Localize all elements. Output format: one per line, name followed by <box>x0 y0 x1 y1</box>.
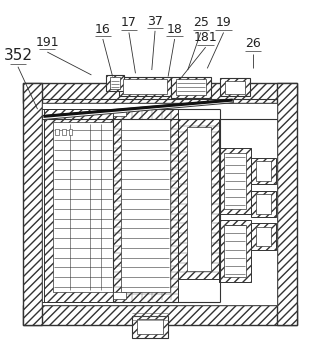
Bar <box>113 292 126 299</box>
Bar <box>42 103 278 305</box>
Bar <box>187 127 211 271</box>
Bar <box>68 129 72 135</box>
Bar <box>256 161 271 181</box>
Bar <box>55 129 59 135</box>
Bar <box>251 158 276 184</box>
Text: 18: 18 <box>167 23 183 36</box>
Bar <box>224 225 246 277</box>
Bar <box>44 109 123 302</box>
Bar <box>113 109 178 302</box>
Bar <box>113 109 126 116</box>
Bar <box>225 81 245 94</box>
Bar <box>23 83 297 103</box>
Text: 37: 37 <box>147 14 163 28</box>
Text: 352: 352 <box>3 49 33 63</box>
Bar <box>176 79 206 95</box>
Bar <box>137 319 163 334</box>
Bar <box>119 76 171 96</box>
Bar <box>123 79 167 93</box>
Bar <box>278 83 297 325</box>
Text: 25: 25 <box>193 16 209 29</box>
Polygon shape <box>42 100 233 119</box>
Bar <box>256 227 271 246</box>
Bar <box>23 83 42 325</box>
Text: 26: 26 <box>245 37 261 50</box>
Text: 16: 16 <box>95 23 111 36</box>
Bar <box>53 122 113 292</box>
Bar <box>178 119 220 279</box>
Bar <box>171 76 210 98</box>
Text: 19: 19 <box>216 16 231 29</box>
Text: 17: 17 <box>121 16 137 29</box>
Bar <box>62 129 66 135</box>
Bar <box>110 77 120 89</box>
Text: 191: 191 <box>36 36 59 49</box>
Bar <box>224 153 246 209</box>
Bar <box>23 305 297 325</box>
Bar <box>219 148 251 214</box>
Bar <box>256 194 271 214</box>
Bar <box>106 75 124 91</box>
Bar <box>251 191 276 217</box>
Bar <box>220 78 250 96</box>
Text: 181: 181 <box>194 31 217 44</box>
Bar <box>121 119 170 292</box>
Bar <box>219 220 251 282</box>
Bar <box>132 316 168 338</box>
Bar <box>251 223 276 249</box>
